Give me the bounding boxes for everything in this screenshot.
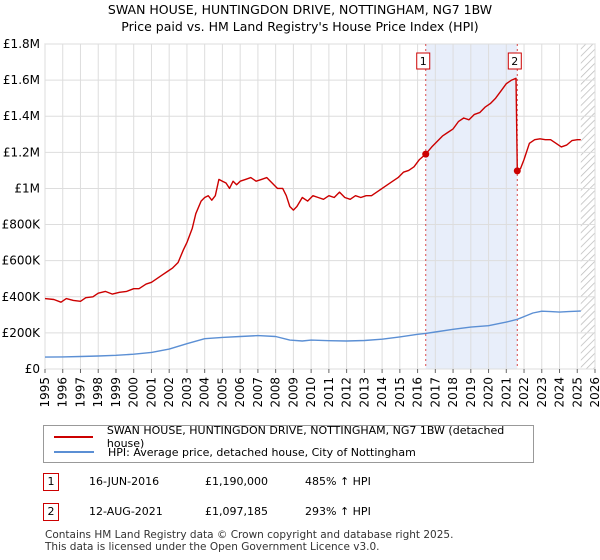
series-line-hpi (44, 310, 581, 358)
x-tick-label: 2026 (588, 377, 600, 408)
x-tick-label: 2024 (553, 377, 567, 408)
x-tick-label: 2012 (340, 377, 354, 408)
x-tick-label: 1997 (73, 377, 87, 408)
x-tick-label: 2002 (162, 377, 176, 408)
sale-date-1: 16-JUN-2016 (89, 475, 160, 488)
x-tick-label: 2007 (251, 377, 265, 408)
projection-hatch (580, 44, 595, 369)
sale-label-box-1 (416, 52, 431, 70)
x-tick-label: 1999 (109, 377, 123, 408)
x-tick-label: 2025 (570, 377, 584, 408)
sale-period-shading (425, 44, 518, 369)
sale-point-1 (422, 150, 430, 158)
footer-licence: This data is licensed under the Open Gov… (45, 541, 380, 553)
x-tick-label: 2019 (464, 377, 478, 408)
series-line-property (44, 77, 581, 303)
x-tick-label: 2005 (215, 377, 229, 408)
y-tick-label: £0 (25, 362, 40, 376)
y-tick-label: £1.8M (3, 37, 40, 51)
x-tick-label: 2018 (446, 377, 460, 408)
y-tick-label: £200K (2, 326, 42, 340)
x-tick-label: 2016 (411, 377, 425, 408)
sale-label-2: 2 (511, 55, 518, 68)
x-tick-label: 2021 (499, 377, 513, 408)
legend-label-property: SWAN HOUSE, HUNTINGDON DRIVE, NOTTINGHAM… (106, 424, 505, 450)
sale-date-2: 12-AUG-2021 (89, 505, 163, 518)
legend-label-hpi: HPI: Average price, detached house, City… (108, 445, 416, 459)
chart-title: SWAN HOUSE, HUNTINGDON DRIVE, NOTTINGHAM… (107, 2, 493, 17)
x-tick-label: 2006 (233, 377, 247, 408)
y-tick-label: £600K (2, 254, 42, 268)
x-tick-label: 2001 (144, 377, 158, 408)
x-tick-label: 2009 (286, 377, 300, 408)
y-tick-label: £800K (2, 218, 42, 232)
x-tick-label: 2011 (322, 377, 336, 408)
legend-item-hpi: HPI: Average price, detached house, City… (54, 445, 416, 459)
x-tick-label: 2013 (357, 377, 371, 408)
legend-item-property: SWAN HOUSE, HUNTINGDON DRIVE, NOTTINGHAM… (54, 424, 533, 450)
x-tick-label: 2000 (127, 377, 141, 408)
legend: SWAN HOUSE, HUNTINGDON DRIVE, NOTTINGHAM… (43, 424, 534, 463)
x-tick-label: 2017 (428, 377, 442, 408)
sale-hpi-2: 293% ↑ HPI (305, 505, 371, 518)
x-tick-label: 2004 (198, 377, 212, 408)
sale-badge-2: 2 (43, 503, 59, 521)
y-tick-label: £1.4M (3, 109, 40, 123)
x-tick-label: 2023 (535, 377, 549, 408)
sale-label-box-2 (507, 52, 522, 70)
x-tick-label: 2015 (393, 377, 407, 408)
sale-hpi-1: 485% ↑ HPI (305, 475, 371, 488)
y-tick-label: £1.2M (3, 145, 40, 159)
legend-swatch-hpi (54, 451, 94, 453)
x-tick-label: 2014 (375, 377, 389, 408)
price-chart: £0 £200K £400K £600K £800K £1M £1.2M £1.4M £1.6M… (2, 37, 600, 408)
y-tick-label: £1.6M (3, 73, 40, 87)
chart-subtitle: Price paid vs. HM Land Registry's House … (121, 19, 479, 34)
footer: Contains HM Land Registry data © Crown c… (45, 529, 453, 553)
legend-swatch-property (54, 436, 93, 438)
x-tick-label: 2020 (482, 377, 496, 408)
x-tick-label: 2003 (180, 377, 194, 408)
x-tick-label: 1995 (38, 377, 52, 408)
x-tick-label: 1996 (56, 377, 70, 408)
x-tick-label: 1998 (91, 377, 105, 408)
sale-point-2 (513, 167, 521, 175)
sale-price-2: £1,097,185 (205, 505, 268, 518)
x-tick-label: 2008 (269, 377, 283, 408)
y-tick-label: £1M (14, 181, 40, 195)
sale-price-1: £1,190,000 (205, 475, 268, 488)
x-tick-label: 2022 (517, 377, 531, 408)
sale-badge-1: 1 (43, 473, 59, 491)
x-tick-label: 2010 (304, 377, 318, 408)
footer-copyright: Contains HM Land Registry data © Crown c… (45, 529, 454, 541)
sale-label-1: 1 (420, 55, 427, 68)
y-tick-label: £400K (2, 290, 42, 304)
